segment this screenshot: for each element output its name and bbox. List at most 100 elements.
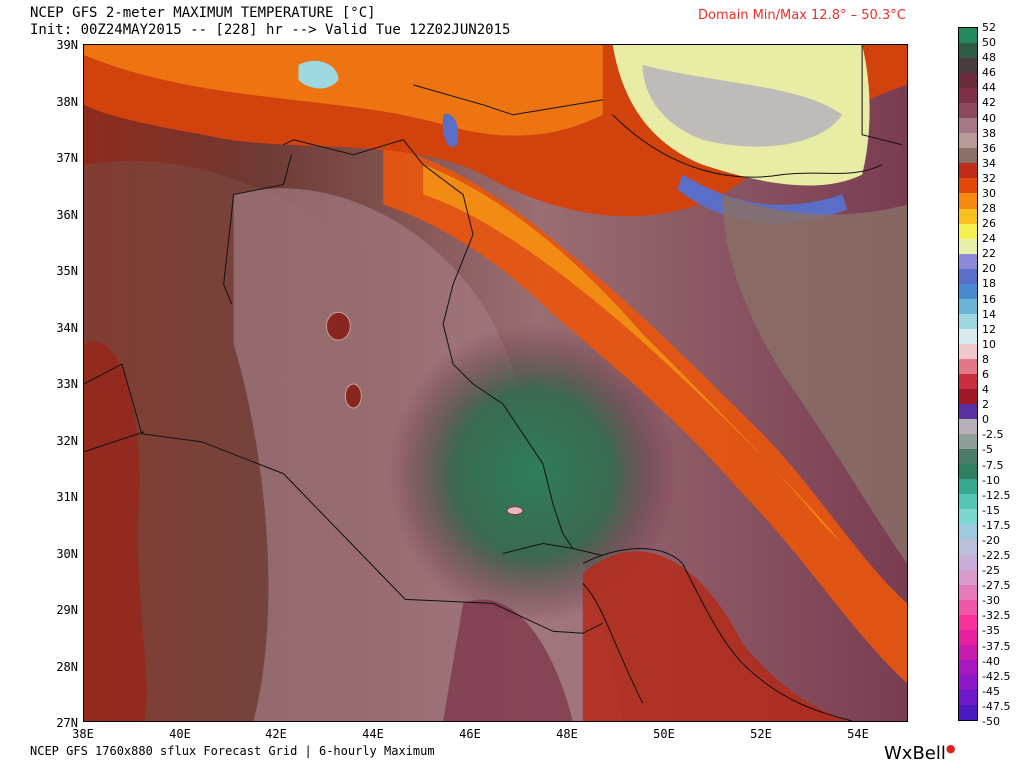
legend-swatch: [959, 584, 977, 601]
legend-swatch: [959, 208, 977, 225]
political-borders: [84, 45, 903, 721]
legend-label: -32.5: [982, 609, 1011, 623]
lon-label-38e: 38E: [72, 727, 94, 741]
legend-swatch: [959, 223, 977, 240]
legend-label: -25: [982, 564, 1000, 578]
legend-label: 14: [982, 307, 996, 321]
legend-label: 52: [982, 21, 996, 34]
legend-label: -30: [982, 594, 1000, 608]
legend-swatch: [959, 554, 977, 571]
legend-swatch: [959, 58, 977, 74]
lon-label-40e: 40E: [169, 727, 191, 741]
legend-label: 32: [982, 171, 996, 185]
hotspot-lake-1: [325, 311, 351, 341]
legend-label: 16: [982, 292, 996, 306]
footer-source: NCEP GFS 1760x880 sflux Forecast Grid | …: [30, 744, 435, 758]
lat-label-32n: 32N: [56, 434, 78, 448]
lat-label-33n: 33N: [56, 377, 78, 391]
temperature-legend-bar: [958, 27, 978, 721]
legend-label: -10: [982, 473, 1000, 487]
legend-swatch: [959, 674, 977, 691]
legend-label: -50: [982, 715, 1000, 728]
legend-label: 4: [982, 383, 989, 397]
legend-swatch: [959, 404, 977, 420]
hotspot-gulf: [506, 506, 524, 516]
legend-swatch: [959, 283, 977, 300]
legend-swatch: [959, 268, 977, 285]
wxbell-logo: WxBell●: [884, 742, 956, 764]
legend-label: -47.5: [982, 699, 1011, 713]
legend-swatch: [959, 238, 977, 255]
legend-swatch: [959, 358, 977, 375]
legend-label: -17.5: [982, 518, 1011, 532]
caspian-blue-shore: [677, 174, 848, 224]
lat-label-38n: 38N: [56, 95, 78, 109]
legend-label: 24: [982, 232, 996, 246]
legend-swatch: [959, 298, 977, 315]
legend-swatch: [959, 88, 977, 104]
legend-swatch: [959, 434, 977, 450]
legend-swatch: [959, 629, 977, 646]
arabia-east: [443, 599, 573, 721]
legend-label: 8: [982, 352, 989, 366]
legend-label: -7.5: [982, 458, 1004, 472]
legend-swatch: [959, 524, 977, 540]
legend-label: 26: [982, 217, 996, 231]
legend-label: 20: [982, 262, 996, 276]
caspian-mid: [642, 64, 843, 147]
legend-label: 36: [982, 141, 996, 155]
legend-label: 2: [982, 398, 989, 412]
lat-label-30n: 30N: [56, 547, 78, 561]
legend-label: -22.5: [982, 549, 1011, 563]
lon-label-52e: 52E: [750, 727, 772, 741]
legend-label: 48: [982, 51, 996, 65]
legend-label: 50: [982, 36, 996, 50]
legend-swatch: [959, 704, 977, 721]
legend-label: -42.5: [982, 669, 1011, 683]
green-hot-core: [388, 324, 678, 624]
legend-swatch: [959, 389, 977, 405]
legend-swatch: [959, 509, 977, 525]
legend-swatch: [959, 133, 977, 149]
legend-swatch: [959, 343, 977, 360]
legend-swatch: [959, 103, 977, 119]
legend-swatch: [959, 539, 977, 555]
domain-min-max: Domain Min/Max 12.8° – 50.3°C: [698, 8, 906, 23]
legend-label: 18: [982, 277, 996, 291]
legend-label: 28: [982, 202, 996, 216]
legend-label: -5: [982, 443, 993, 457]
legend-swatch: [959, 374, 977, 390]
legend-label: -27.5: [982, 579, 1011, 593]
lat-label-29n: 29N: [56, 603, 78, 617]
legend-swatch: [959, 148, 977, 164]
legend-swatch: [959, 464, 977, 480]
legend-label: -40: [982, 654, 1000, 668]
north-orange: [84, 45, 603, 136]
gulf-region: [582, 551, 853, 721]
iran-plateau: [722, 194, 907, 564]
legend-swatch: [959, 569, 977, 586]
legend-swatch: [959, 419, 977, 435]
legend-swatch: [959, 118, 977, 134]
legend-label: -45: [982, 684, 1000, 698]
lat-label-39n: 39N: [56, 38, 78, 52]
lat-label-37n: 37N: [56, 151, 78, 165]
legend-label: 34: [982, 156, 996, 170]
lon-label-48e: 48E: [556, 727, 578, 741]
legend-swatch: [959, 178, 977, 194]
hotspot-lake-2: [344, 383, 362, 409]
legend-swatch: [959, 193, 977, 209]
legend-label: 42: [982, 96, 996, 110]
legend-swatch: [959, 614, 977, 631]
lat-label-35n: 35N: [56, 264, 78, 278]
legend-label: -15: [982, 503, 1000, 517]
legend-label: 46: [982, 66, 996, 80]
legend-label: 10: [982, 337, 996, 351]
legend-swatch: [959, 494, 977, 510]
legend-swatch: [959, 253, 977, 270]
legend-swatch: [959, 73, 977, 89]
legend-swatch: [959, 43, 977, 59]
legend-label: 30: [982, 186, 996, 200]
lake-van: [298, 60, 339, 89]
legend-label: -12.5: [982, 488, 1011, 502]
